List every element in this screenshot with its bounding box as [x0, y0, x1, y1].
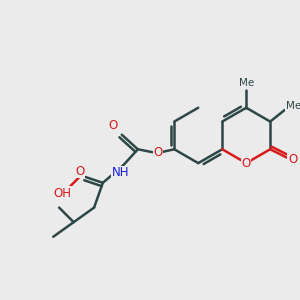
- Text: O: O: [242, 157, 251, 169]
- Text: Me: Me: [286, 100, 300, 110]
- Text: O: O: [154, 146, 163, 159]
- Text: O: O: [288, 152, 297, 166]
- Text: OH: OH: [53, 187, 71, 200]
- Text: Me: Me: [238, 78, 254, 88]
- Text: O: O: [75, 165, 84, 178]
- Text: NH: NH: [112, 166, 129, 179]
- Text: O: O: [108, 119, 118, 132]
